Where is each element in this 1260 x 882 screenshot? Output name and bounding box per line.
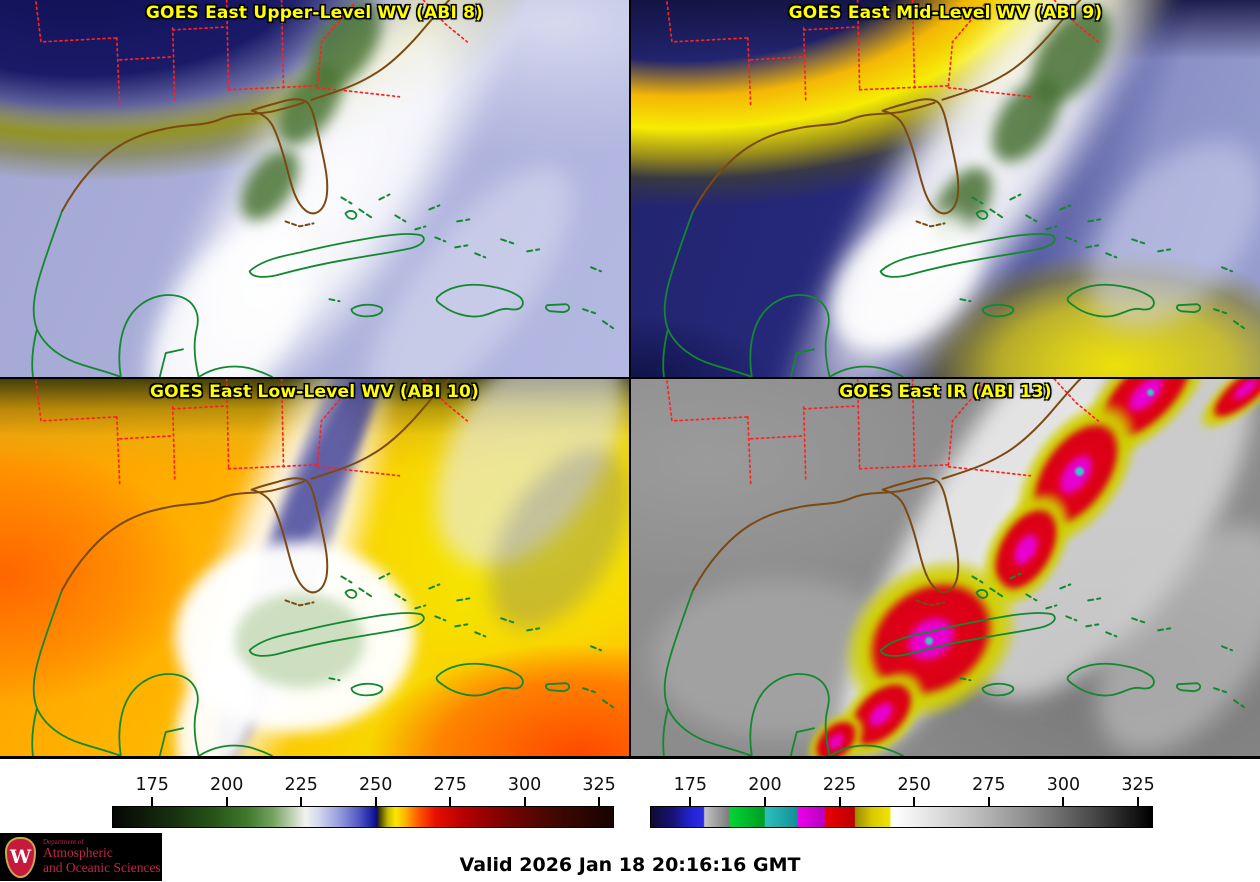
map-boundaries-overlay [662, 379, 1246, 756]
uw-crest-icon: W [5, 836, 36, 878]
colorbar-tick-mark [225, 797, 228, 806]
colorbar-tick-label: 200 [209, 775, 244, 795]
colorbar-tick-mark [374, 797, 377, 806]
colorbar-tick-label: 250 [358, 775, 393, 795]
panel-grid: GOES East Upper-Level WV (ABI 8) GOES Ea… [0, 0, 1260, 759]
wv-colorbar: 175 200 225 250 275 300 325 [112, 775, 616, 831]
panel-ir: GOES East IR (ABI 13) [631, 379, 1260, 756]
colorbar-tick-mark [300, 797, 303, 806]
colorbar-tick-label: 275 [433, 775, 467, 795]
overshooting-top [1075, 467, 1084, 476]
satellite-imagery-ir [631, 379, 1260, 756]
valid-time: Valid 2026 Jan 18 20:16:16 GMT [459, 854, 801, 876]
colorbar-tick-mark [151, 797, 154, 806]
ir-colorbar-labels: 175 200 225 250 275 300 325 [650, 775, 1155, 797]
colorbar-tick-mark [987, 797, 990, 806]
panel-title: GOES East Mid-Level WV (ABI 9) [788, 3, 1103, 23]
ir-colorbar-gradient [650, 806, 1153, 828]
colorbar-tick-mark [913, 797, 916, 806]
footer: W Department of Atmospheric and Oceanic … [0, 833, 1260, 882]
overshooting-top [925, 637, 933, 645]
legend-row: 175 200 225 250 275 300 325 175 200 225 250 275 300… [0, 759, 1260, 833]
satellite-imagery-mid-wv [631, 0, 1260, 377]
wv-colorbar-ticks [112, 797, 614, 806]
colorbar-tick-label: 325 [1121, 775, 1155, 795]
colorbar-tick-label: 175 [673, 775, 707, 795]
ir-colorbar-ticks [650, 797, 1153, 806]
colorbar-tick-mark [1137, 797, 1140, 806]
panel-title: GOES East Low-Level WV (ABI 10) [149, 382, 479, 402]
colorbar-tick-label: 250 [897, 775, 931, 795]
wv-colorbar-gradient [112, 806, 614, 828]
map-boundaries-overlay [31, 379, 615, 756]
satellite-imagery-upper-wv [0, 0, 629, 377]
colorbar-tick-mark [689, 797, 692, 806]
colorbar-tick-mark [523, 797, 526, 806]
department-line2: Atmospheric [43, 845, 113, 861]
department-text: Department of Atmospheric and Oceanic Sc… [43, 837, 161, 876]
panel-upper-level-wv: GOES East Upper-Level WV (ABI 8) [0, 0, 629, 377]
colorbar-tick-label: 175 [135, 775, 169, 795]
colorbar-tick-mark [449, 797, 452, 806]
panel-title: GOES East IR (ABI 13) [839, 382, 1052, 402]
colorbar-tick-label: 300 [507, 775, 542, 795]
panel-low-level-wv: GOES East Low-Level WV (ABI 10) [0, 379, 629, 756]
panel-mid-level-wv: GOES East Mid-Level WV (ABI 9) [631, 0, 1260, 377]
uw-aos-logo: W Department of Atmospheric and Oceanic … [0, 833, 162, 881]
colorbar-tick-mark [1062, 797, 1065, 806]
department-line3: and Oceanic Sciences [43, 859, 161, 875]
colorbar-tick-label: 300 [1046, 775, 1081, 795]
cold-cloud-patch [235, 593, 365, 688]
map-boundaries-overlay [31, 0, 615, 377]
wv-colorbar-labels: 175 200 225 250 275 300 325 [112, 775, 616, 797]
colorbar-tick-mark [598, 797, 601, 806]
map-boundaries-overlay [662, 0, 1246, 377]
colorbar-tick-label: 325 [582, 775, 616, 795]
colorbar-tick-mark [838, 797, 841, 806]
colorbar-tick-label: 225 [822, 775, 857, 795]
colorbar-tick-label: 275 [972, 775, 1006, 795]
colorbar-tick-label: 225 [284, 775, 318, 795]
colorbar-tick-mark [763, 797, 766, 806]
panel-title: GOES East Upper-Level WV (ABI 8) [145, 3, 484, 23]
colorbar-tick-label: 200 [748, 775, 782, 795]
overshooting-top [1147, 389, 1154, 396]
ir-colorbar: 175 200 225 250 275 300 325 [650, 775, 1155, 831]
department-line1: Department of [43, 837, 84, 846]
